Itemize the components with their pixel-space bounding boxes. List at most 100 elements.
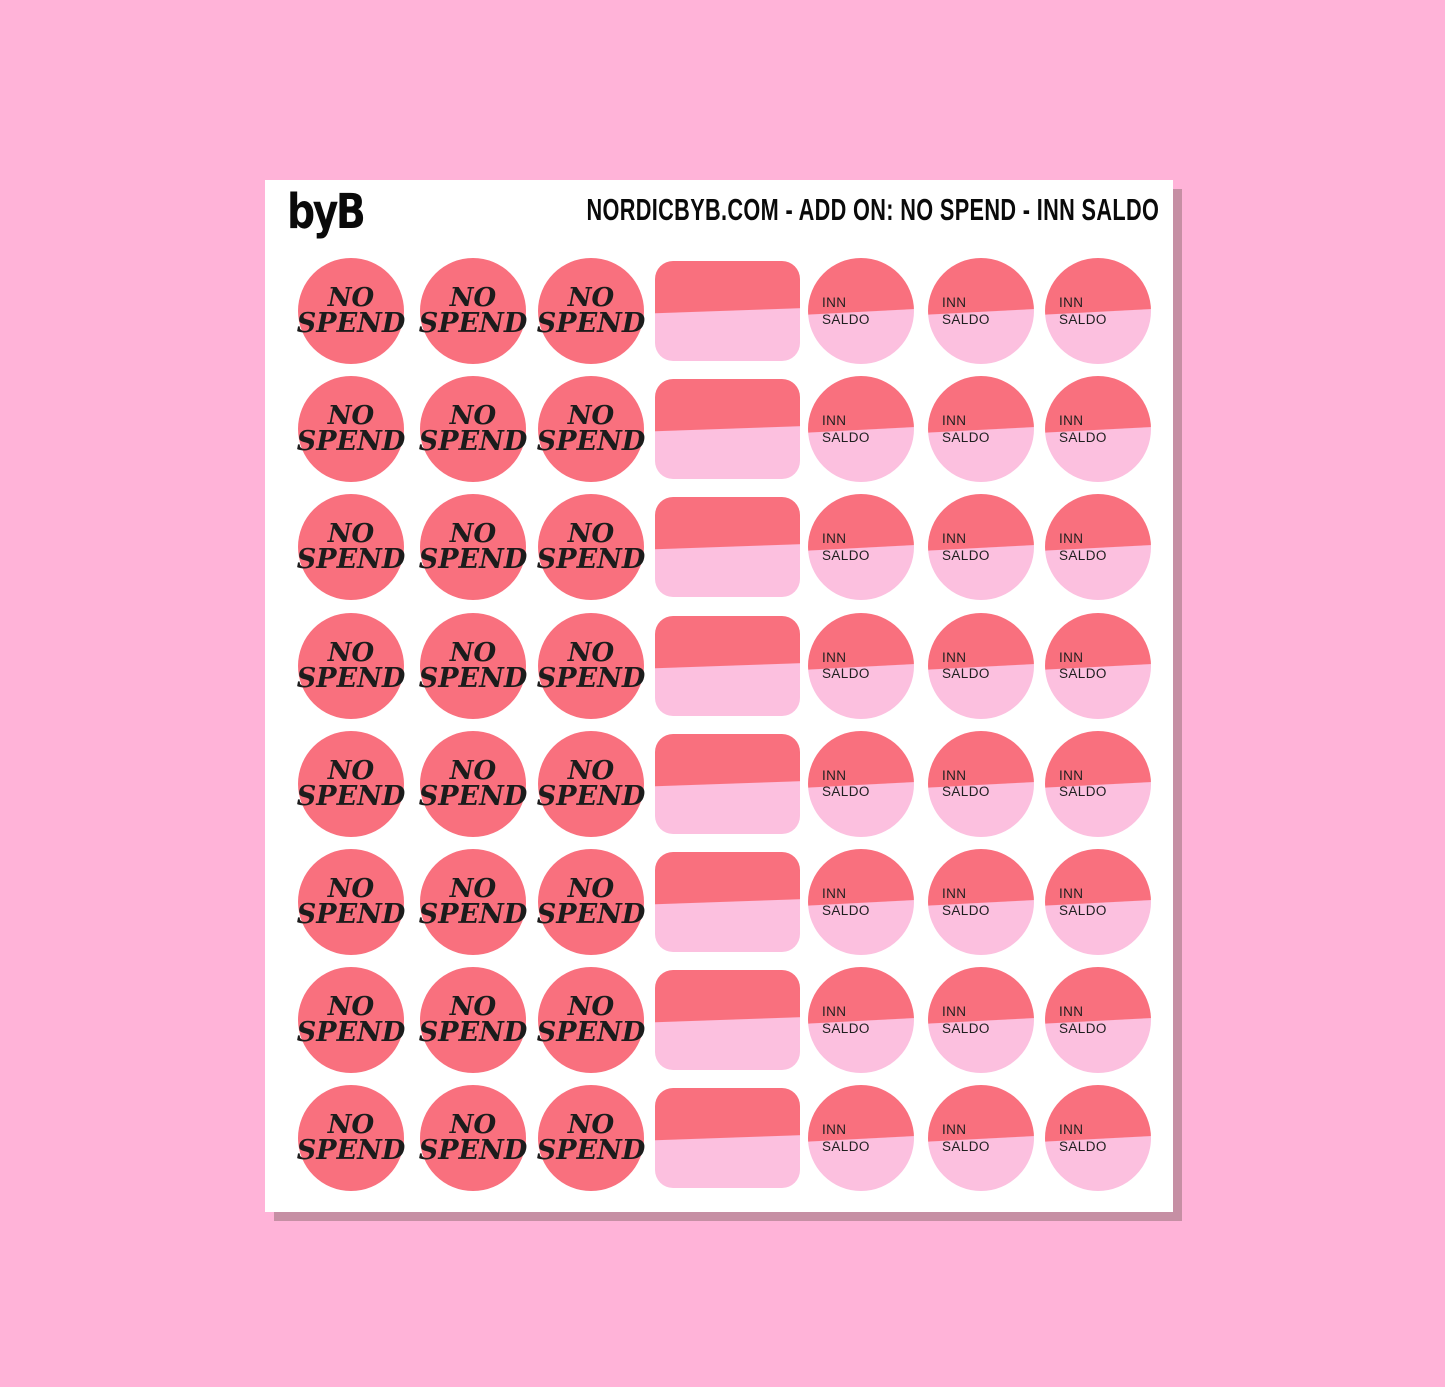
sticker-label-line: INN [942, 886, 967, 901]
no-spend-sticker: NO SPEND [537, 258, 645, 364]
sticker-label: INN SALDO [822, 1004, 870, 1037]
inn-saldo-sticker: INN SALDO [928, 1085, 1034, 1192]
sticker-label-line: INN [1059, 649, 1084, 665]
sticker-row: NO SPEND NO SPEND NO SPEND INN SALDO INN SALDO INN… [265, 494, 1173, 601]
sticker-label-line: INN [822, 413, 847, 429]
sticker-label: INN SALDO [1059, 650, 1107, 683]
sticker-label-line: INN [822, 1122, 847, 1138]
sticker-label-line: SALDO [1059, 547, 1107, 563]
sticker-label: SPEND [536, 544, 646, 576]
sticker-label: NO [449, 874, 497, 904]
no-spend-sticker: NO SPEND [297, 1085, 405, 1192]
sticker-label: SPEND [418, 662, 528, 694]
sticker-label-line: SALDO [822, 547, 870, 563]
sticker-label: INN SALDO [942, 1004, 990, 1037]
sticker-label: INN SALDO [822, 295, 870, 328]
sticker-row: NO SPEND NO SPEND NO SPEND INN SALDO INN SALDO INN… [265, 376, 1173, 483]
sticker-label: SPEND [418, 544, 528, 576]
sticker-label: SPEND [536, 662, 646, 694]
sticker-label: SPEND [536, 426, 646, 458]
sticker-label: INN SALDO [942, 531, 990, 564]
sticker-label-line: INN [822, 649, 847, 665]
half-flag-sticker [655, 379, 800, 480]
sticker-label: NO [567, 283, 615, 313]
sticker-label: INN SALDO [822, 768, 870, 801]
sticker-label: INN SALDO [822, 1122, 870, 1155]
brand-logo: byB [287, 184, 366, 240]
inn-saldo-sticker: INN SALDO [1045, 849, 1151, 955]
sticker-label: NO [449, 519, 497, 550]
inn-saldo-sticker: INN SALDO [1045, 376, 1151, 483]
sticker-label: NO [449, 637, 497, 668]
half-flag-sticker [655, 261, 800, 361]
sticker-row: NO SPEND NO SPEND NO SPEND INN SALDO INN SALDO INN… [265, 1085, 1173, 1192]
sticker-label: SPEND [296, 308, 406, 339]
no-spend-sticker: NO SPEND [297, 730, 405, 837]
sticker-label: INN SALDO [942, 886, 990, 919]
sticker-label-line: INN [822, 531, 847, 547]
sticker-label-line: INN [942, 295, 967, 310]
sticker-label: INN SALDO [1059, 768, 1107, 801]
half-flag-sticker [655, 852, 800, 952]
sticker-label: INN SALDO [822, 413, 870, 446]
inn-saldo-sticker: INN SALDO [808, 730, 914, 837]
sticker-label: NO [567, 755, 615, 786]
sticker-label-line: SALDO [1059, 784, 1107, 800]
sticker-label-line: INN [942, 413, 967, 429]
sticker-label-line: SALDO [1059, 666, 1107, 682]
no-spend-sticker: NO SPEND [536, 612, 646, 719]
sticker-label: INN SALDO [822, 650, 870, 683]
sticker-label: NO [449, 755, 497, 786]
sticker-label: NO [567, 401, 615, 432]
sticker-label-line: INN [1059, 1004, 1084, 1020]
sticker-label: NO [567, 637, 615, 668]
sticker-label: INN SALDO [822, 531, 870, 564]
sticker-label: INN SALDO [1059, 531, 1107, 564]
sticker-label: SPEND [418, 780, 528, 812]
inn-saldo-sticker: INN SALDO [1045, 1085, 1151, 1192]
no-spend-sticker: NO SPEND [536, 376, 646, 483]
inn-saldo-sticker: INN SALDO [808, 1085, 914, 1192]
no-spend-sticker: NO SPEND [419, 258, 527, 364]
sticker-label: INN SALDO [1059, 413, 1107, 446]
sticker-label: SPEND [418, 1135, 528, 1167]
sticker-label-line: SALDO [942, 1020, 990, 1036]
sticker-label: NO [327, 755, 375, 786]
sticker-label-line: SALDO [942, 311, 990, 327]
sticker-label-line: INN [942, 1004, 967, 1020]
no-spend-sticker: NO SPEND [296, 258, 406, 364]
sticker-label-line: SALDO [822, 1138, 870, 1154]
sticker-label: NO [327, 1110, 375, 1141]
sticker-label-line: INN [942, 531, 967, 547]
sticker-row: NO SPEND NO SPEND NO SPEND INN SALDO INN SALDO INN… [265, 967, 1173, 1074]
sticker-label: NO [327, 283, 375, 313]
sticker-label: SPEND [296, 662, 406, 694]
inn-saldo-sticker: INN SALDO [928, 376, 1034, 483]
sticker-label-line: SALDO [942, 429, 990, 445]
sticker-label: SPEND [296, 544, 406, 576]
sticker-label-line: SALDO [942, 666, 990, 682]
sticker-label-line: INN [1059, 886, 1084, 901]
half-flag-sticker [655, 970, 800, 1071]
sticker-label: NO [327, 637, 375, 668]
sticker-label: INN SALDO [1059, 1004, 1107, 1037]
inn-saldo-sticker: INN SALDO [808, 967, 914, 1074]
no-spend-sticker: NO SPEND [296, 612, 406, 719]
sticker-label: SPEND [536, 780, 646, 812]
sticker-label: INN SALDO [942, 295, 990, 328]
sticker-label: INN SALDO [1059, 1122, 1107, 1155]
sticker-label: SPEND [296, 426, 406, 458]
sticker-row: NO SPEND NO SPEND NO SPEND INN SALDO INN SALDO INN… [265, 849, 1173, 955]
sticker-label: SPEND [296, 1017, 406, 1049]
sticker-label-line: SALDO [1059, 311, 1107, 327]
no-spend-sticker: NO SPEND [296, 967, 406, 1074]
no-spend-sticker: NO SPEND [296, 494, 406, 601]
half-flag-sticker [655, 615, 800, 716]
sticker-label-line: INN [1059, 413, 1084, 429]
inn-saldo-sticker: INN SALDO [808, 376, 914, 483]
sticker-label-line: SALDO [1059, 429, 1107, 445]
sticker-label-line: SALDO [942, 902, 990, 918]
sticker-row: NO SPEND NO SPEND NO SPEND INN SALDO INN SALDO INN… [265, 730, 1173, 837]
sticker-label: SPEND [418, 899, 528, 930]
